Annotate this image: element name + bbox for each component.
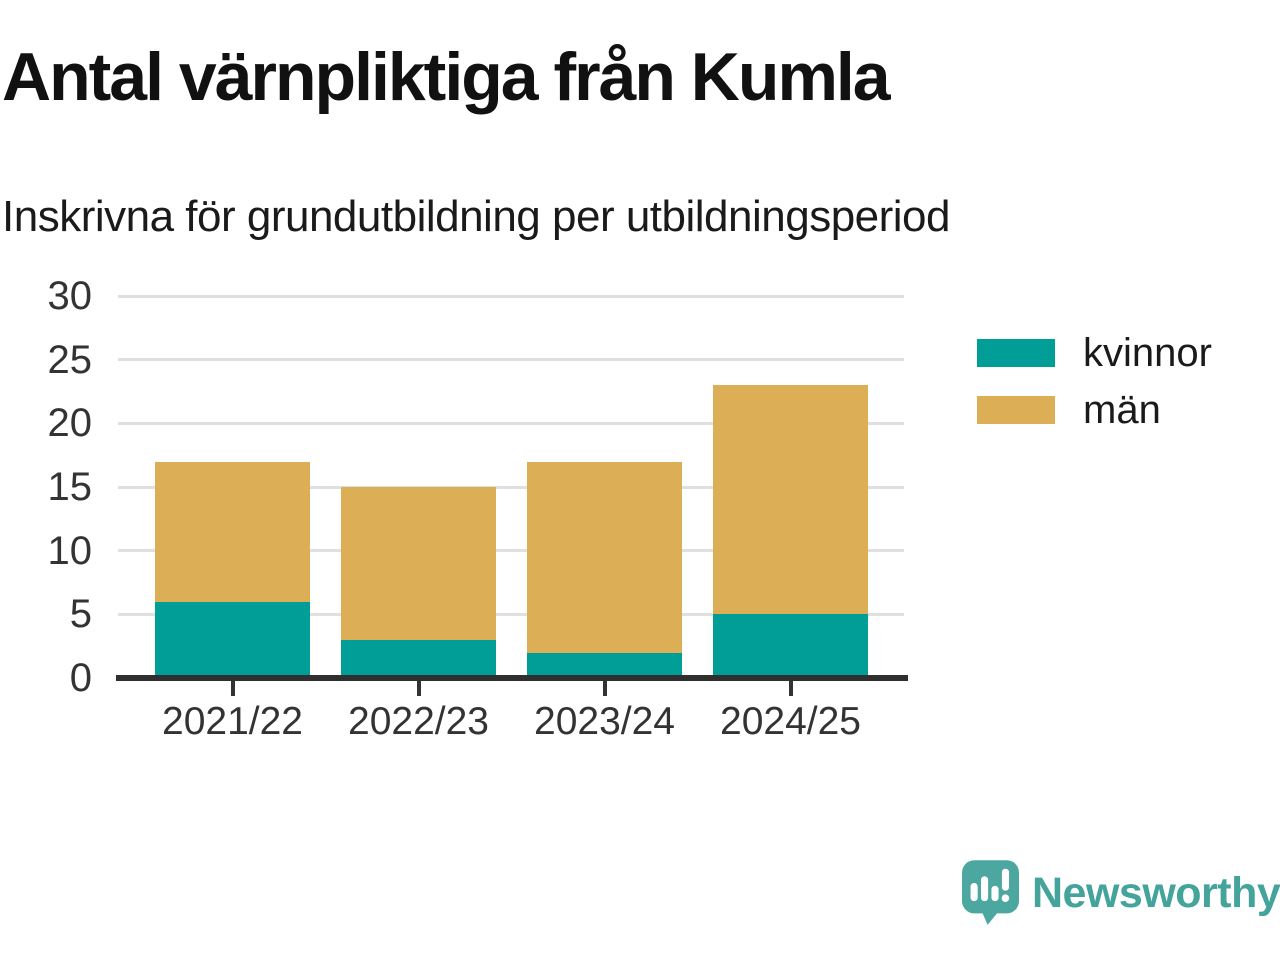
x-axis-tick <box>788 681 793 696</box>
x-axis-tick <box>230 681 235 696</box>
gridline <box>118 294 904 298</box>
legend-item-män: män <box>977 388 1212 432</box>
x-axis-label: 2021/22 <box>162 700 303 743</box>
x-axis-tick <box>602 681 607 696</box>
bar-segment-2023-24-män <box>527 461 682 653</box>
gridline <box>118 358 904 362</box>
x-axis-line <box>116 675 908 681</box>
x-axis-tick <box>416 681 421 696</box>
y-axis-tick-label: 0 <box>69 656 92 700</box>
y-axis-tick-label: 5 <box>69 592 92 637</box>
y-axis-tick-label: 15 <box>47 465 93 509</box>
chart-subtitle: Inskrivna för grundutbildning per utbild… <box>2 192 951 241</box>
bar-segment-2021-22-män <box>155 461 310 602</box>
page-title: Antal värnpliktiga från Kumla <box>2 39 891 115</box>
legend-swatch-män <box>977 396 1055 424</box>
x-axis-label: 2022/23 <box>348 700 489 743</box>
gridline <box>118 549 904 553</box>
gridline <box>118 421 904 425</box>
y-axis-tick-label: 10 <box>47 528 93 573</box>
x-axis-label: 2023/24 <box>534 700 675 743</box>
y-axis-tick-label: 20 <box>47 401 93 446</box>
legend-label: män <box>1083 388 1161 432</box>
bar-segment-2023-24-kvinnor <box>527 652 682 678</box>
newsworthy-logo-icon <box>962 860 1019 925</box>
bar-segment-2024-25-kvinnor <box>713 614 868 678</box>
gridline <box>118 612 904 616</box>
y-axis-tick-label: 30 <box>47 274 93 318</box>
branding: Newsworthy <box>962 860 1280 926</box>
y-axis-tick-label: 25 <box>47 337 93 382</box>
bar-segment-2022-23-kvinnor <box>341 639 496 678</box>
legend: kvinnor män <box>977 331 1212 452</box>
legend-item-kvinnor: kvinnor <box>977 331 1212 375</box>
bar-segment-2024-25-män <box>713 385 868 615</box>
gridline <box>118 485 904 489</box>
legend-label: kvinnor <box>1083 331 1212 375</box>
legend-swatch-kvinnor <box>977 339 1055 367</box>
x-axis-label: 2024/25 <box>720 700 861 743</box>
bar-segment-2022-23-män <box>341 487 496 640</box>
bar-segment-2021-22-kvinnor <box>155 601 310 678</box>
newsworthy-logo-text: Newsworthy <box>1032 868 1280 917</box>
